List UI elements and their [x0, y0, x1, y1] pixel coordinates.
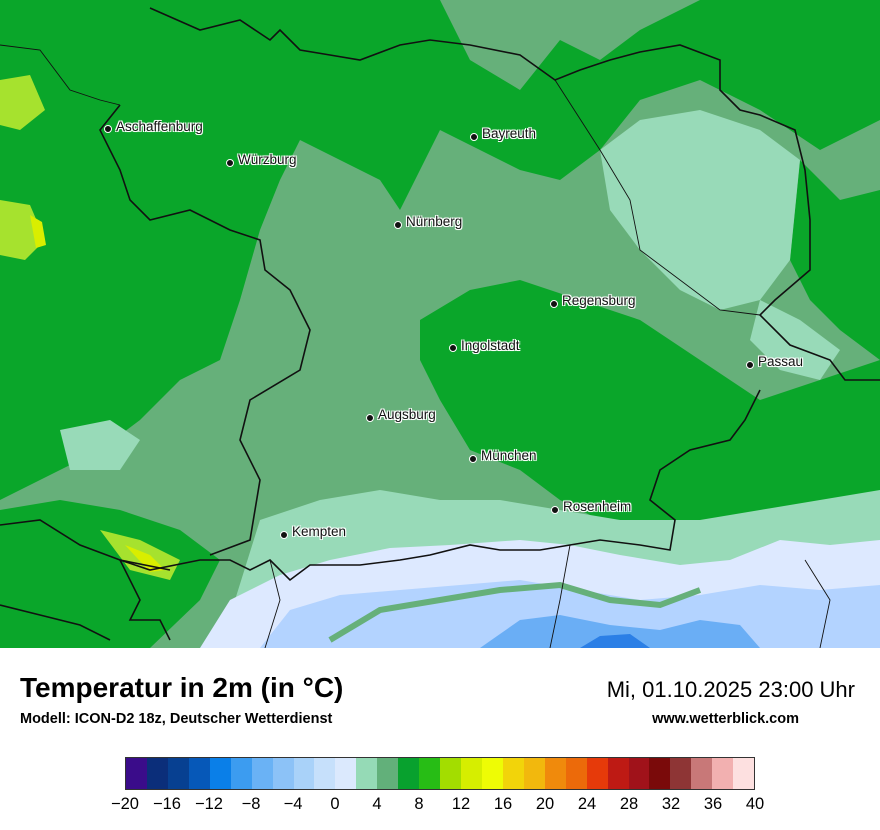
- state-borders: [0, 7, 880, 641]
- legend-tick-label: −8: [241, 795, 261, 813]
- city-label-nuernberg: Nürnberg: [406, 214, 463, 229]
- legend-tick-label: 32: [661, 795, 681, 813]
- legend-swatch: [502, 758, 524, 789]
- field-yellow-southwest: [125, 545, 165, 572]
- city-marker-bayreuth: [470, 133, 478, 141]
- city-label-bayreuth: Bayreuth: [482, 126, 537, 141]
- field-mint-southeast: [750, 300, 840, 380]
- city-label-kempten: Kempten: [292, 524, 347, 539]
- city-marker-wuerzburg: [226, 159, 234, 167]
- legend-swatch: [733, 758, 755, 789]
- legend-tick-label: 28: [619, 795, 639, 813]
- city-marker-aschaffenburg: [104, 125, 112, 133]
- legend-swatch: [335, 758, 357, 789]
- legend-swatch: [146, 758, 168, 789]
- field-lime-west: [0, 75, 45, 130]
- legend-swatch: [586, 758, 608, 789]
- city-label-passau: Passau: [758, 354, 804, 369]
- legend-tick-label: 12: [451, 795, 471, 813]
- city-marker-muenchen: [469, 455, 477, 463]
- legend-swatch: [544, 758, 566, 789]
- legend-swatch: [293, 758, 315, 789]
- legend-swatch: [209, 758, 231, 789]
- color-legend: [125, 757, 755, 790]
- border-west: [0, 519, 171, 571]
- border-southwest: [0, 559, 171, 641]
- city-marker-kempten: [280, 531, 288, 539]
- legend-swatch: [649, 758, 671, 789]
- legend-tick-label: 20: [535, 795, 555, 813]
- city-label-ingolstadt: Ingolstadt: [461, 338, 520, 353]
- city-marker-regensburg: [550, 300, 558, 308]
- map-title: Temperatur in 2m (in °C): [20, 672, 344, 703]
- legend-swatch: [126, 758, 147, 789]
- city-marker-augsburg: [366, 414, 374, 422]
- city-marker-ingolstadt: [449, 344, 457, 352]
- legend-tick-label: 4: [372, 795, 382, 813]
- model-subtitle: Modell: ICON-D2 18z, Deutscher Wetterdie…: [20, 711, 333, 727]
- legend-tick-label: 8: [414, 795, 424, 813]
- legend-swatch: [461, 758, 482, 789]
- city-label-rosenheim: Rosenheim: [563, 499, 632, 514]
- city-label-augsburg: Augsburg: [378, 407, 436, 422]
- field-green-southwest: [0, 500, 220, 648]
- legend-swatch: [670, 758, 692, 789]
- city-label-regensburg: Regensburg: [562, 293, 636, 308]
- field-deep-blue-alps: [580, 634, 650, 648]
- legend-tick-label: 0: [330, 795, 340, 813]
- legend-tick-label: −4: [283, 795, 303, 813]
- legend-swatch: [398, 758, 420, 789]
- legend-tick-label: 36: [703, 795, 723, 813]
- legend-tick-label: −16: [153, 795, 181, 813]
- legend-swatch: [188, 758, 210, 789]
- field-valley: [328, 581, 702, 643]
- legend-swatch: [565, 758, 587, 789]
- legend-swatch: [481, 758, 503, 789]
- field-yellow-west: [30, 215, 46, 248]
- legend-swatch: [314, 758, 336, 789]
- legend-swatch: [230, 758, 252, 789]
- city-marker-rosenheim: [551, 506, 559, 514]
- legend-swatch: [712, 758, 734, 789]
- legend-swatch: [523, 758, 545, 789]
- field-mint-east: [600, 110, 800, 310]
- city-marker-passau: [746, 361, 754, 369]
- legend-swatch: [607, 758, 629, 789]
- field-green-east: [790, 160, 880, 360]
- legend-swatch: [356, 758, 378, 789]
- field-lime-west2: [0, 200, 45, 260]
- legend-tick-label: −12: [195, 795, 223, 813]
- temperature-field: [0, 0, 880, 648]
- legend-tick-label: 24: [577, 795, 597, 813]
- city-label-muenchen: München: [481, 448, 537, 463]
- legend-swatch: [628, 758, 650, 789]
- field-blue-alps: [480, 615, 760, 648]
- legend-tick-label: 40: [745, 795, 765, 813]
- bavaria-border: [99, 7, 880, 582]
- temperature-map: Aschaffenburg Würzburg Bayreuth Nürnberg…: [0, 0, 880, 648]
- city-marker-nuernberg: [394, 221, 402, 229]
- legend-swatch: [251, 758, 273, 789]
- legend-swatch: [377, 758, 399, 789]
- city-label-aschaffenburg: Aschaffenburg: [116, 119, 203, 134]
- legend-swatch: [691, 758, 713, 789]
- forecast-datetime: Mi, 01.10.2025 23:00 Uhr: [606, 677, 855, 702]
- legend-swatch: [167, 758, 189, 789]
- country-borders: [0, 44, 831, 648]
- website-label: www.wetterblick.com: [652, 711, 799, 727]
- city-label-wuerzburg: Würzburg: [238, 152, 297, 167]
- field-mint-west: [60, 420, 140, 470]
- legend-swatch: [272, 758, 294, 789]
- legend-swatch: [440, 758, 461, 789]
- field-green-north: [0, 0, 880, 500]
- legend-tick-label: −20: [111, 795, 139, 813]
- legend-tick-label: 16: [493, 795, 513, 813]
- legend-swatch: [419, 758, 441, 789]
